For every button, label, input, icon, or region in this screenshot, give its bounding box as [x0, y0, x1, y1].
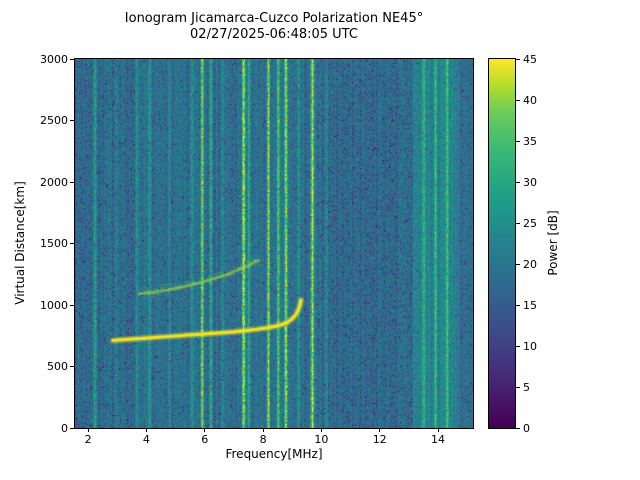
colorbar-tick-label: 35: [523, 134, 537, 148]
x-tick-label: 2: [84, 433, 92, 446]
chart-title: Ionogram Jicamarca-Cuzco Polarization NE…: [75, 11, 473, 43]
colorbar-tick-label: 45: [523, 52, 537, 66]
y-tick-label: 2000: [40, 175, 68, 189]
colorbar-tick-mark: [516, 181, 520, 183]
y-tick-label: 1500: [40, 237, 68, 250]
plot-area: [74, 58, 474, 429]
y-tick-label: 500: [47, 360, 68, 373]
y-tick-mark: [70, 120, 74, 121]
colorbar-label: Power [dB]: [546, 210, 560, 276]
y-tick-label: 0: [61, 421, 68, 435]
y-axis-label: Virtual Distance[km]: [13, 181, 27, 305]
y-tick-mark: [70, 58, 74, 60]
colorbar-canvas: [489, 59, 515, 428]
colorbar-tick-mark: [516, 427, 520, 429]
x-tick-label: 14: [431, 433, 445, 446]
colorbar-tick-mark: [516, 386, 520, 388]
x-tick-mark: [204, 428, 206, 432]
chart-title-line2: 02/27/2025-06:48:05 UTC: [190, 27, 358, 42]
x-axis-label: Frequency[MHz]: [225, 447, 323, 461]
y-tick-mark: [70, 366, 74, 367]
colorbar-tick-mark: [516, 140, 520, 142]
colorbar-tick-label: 30: [523, 175, 537, 189]
ionogram-heatmap-canvas: [75, 59, 473, 428]
colorbar-tick-label: 0: [523, 421, 530, 435]
y-tick-mark: [70, 304, 74, 306]
x-tick-label: 12: [372, 433, 387, 446]
y-tick-label: 1000: [40, 298, 68, 312]
colorbar-tick-label: 5: [523, 380, 530, 394]
y-tick-mark: [70, 243, 74, 244]
colorbar-tick-mark: [516, 222, 520, 224]
colorbar-tick-label: 15: [523, 298, 537, 312]
colorbar-tick-mark: [516, 304, 520, 306]
colorbar-tick-label: 40: [523, 93, 537, 107]
x-tick-mark: [320, 428, 322, 432]
colorbar-tick-mark: [516, 99, 520, 101]
colorbar-tick-label: 10: [523, 339, 537, 353]
y-tick-mark: [70, 181, 74, 183]
x-tick-mark: [262, 428, 264, 432]
x-tick-label: 4: [142, 433, 150, 446]
x-tick-mark: [437, 428, 439, 432]
colorbar-tick-label: 25: [523, 216, 537, 230]
x-tick-label: 10: [314, 433, 329, 446]
y-tick-mark: [70, 427, 74, 429]
x-tick-mark: [145, 428, 147, 432]
x-tick-label: 8: [259, 433, 267, 446]
chart-title-line1: Ionogram Jicamarca-Cuzco Polarization NE…: [124, 11, 424, 26]
colorbar-tick-mark: [516, 58, 520, 60]
colorbar: [488, 58, 516, 429]
colorbar-tick-label: 20: [523, 257, 537, 271]
y-tick-label: 2500: [40, 114, 68, 127]
colorbar-tick-mark: [516, 345, 520, 347]
x-tick-label: 6: [201, 433, 209, 446]
x-tick-mark: [87, 428, 89, 432]
x-tick-mark: [379, 428, 381, 432]
colorbar-tick-mark: [516, 263, 520, 265]
y-tick-label: 3000: [40, 52, 68, 66]
